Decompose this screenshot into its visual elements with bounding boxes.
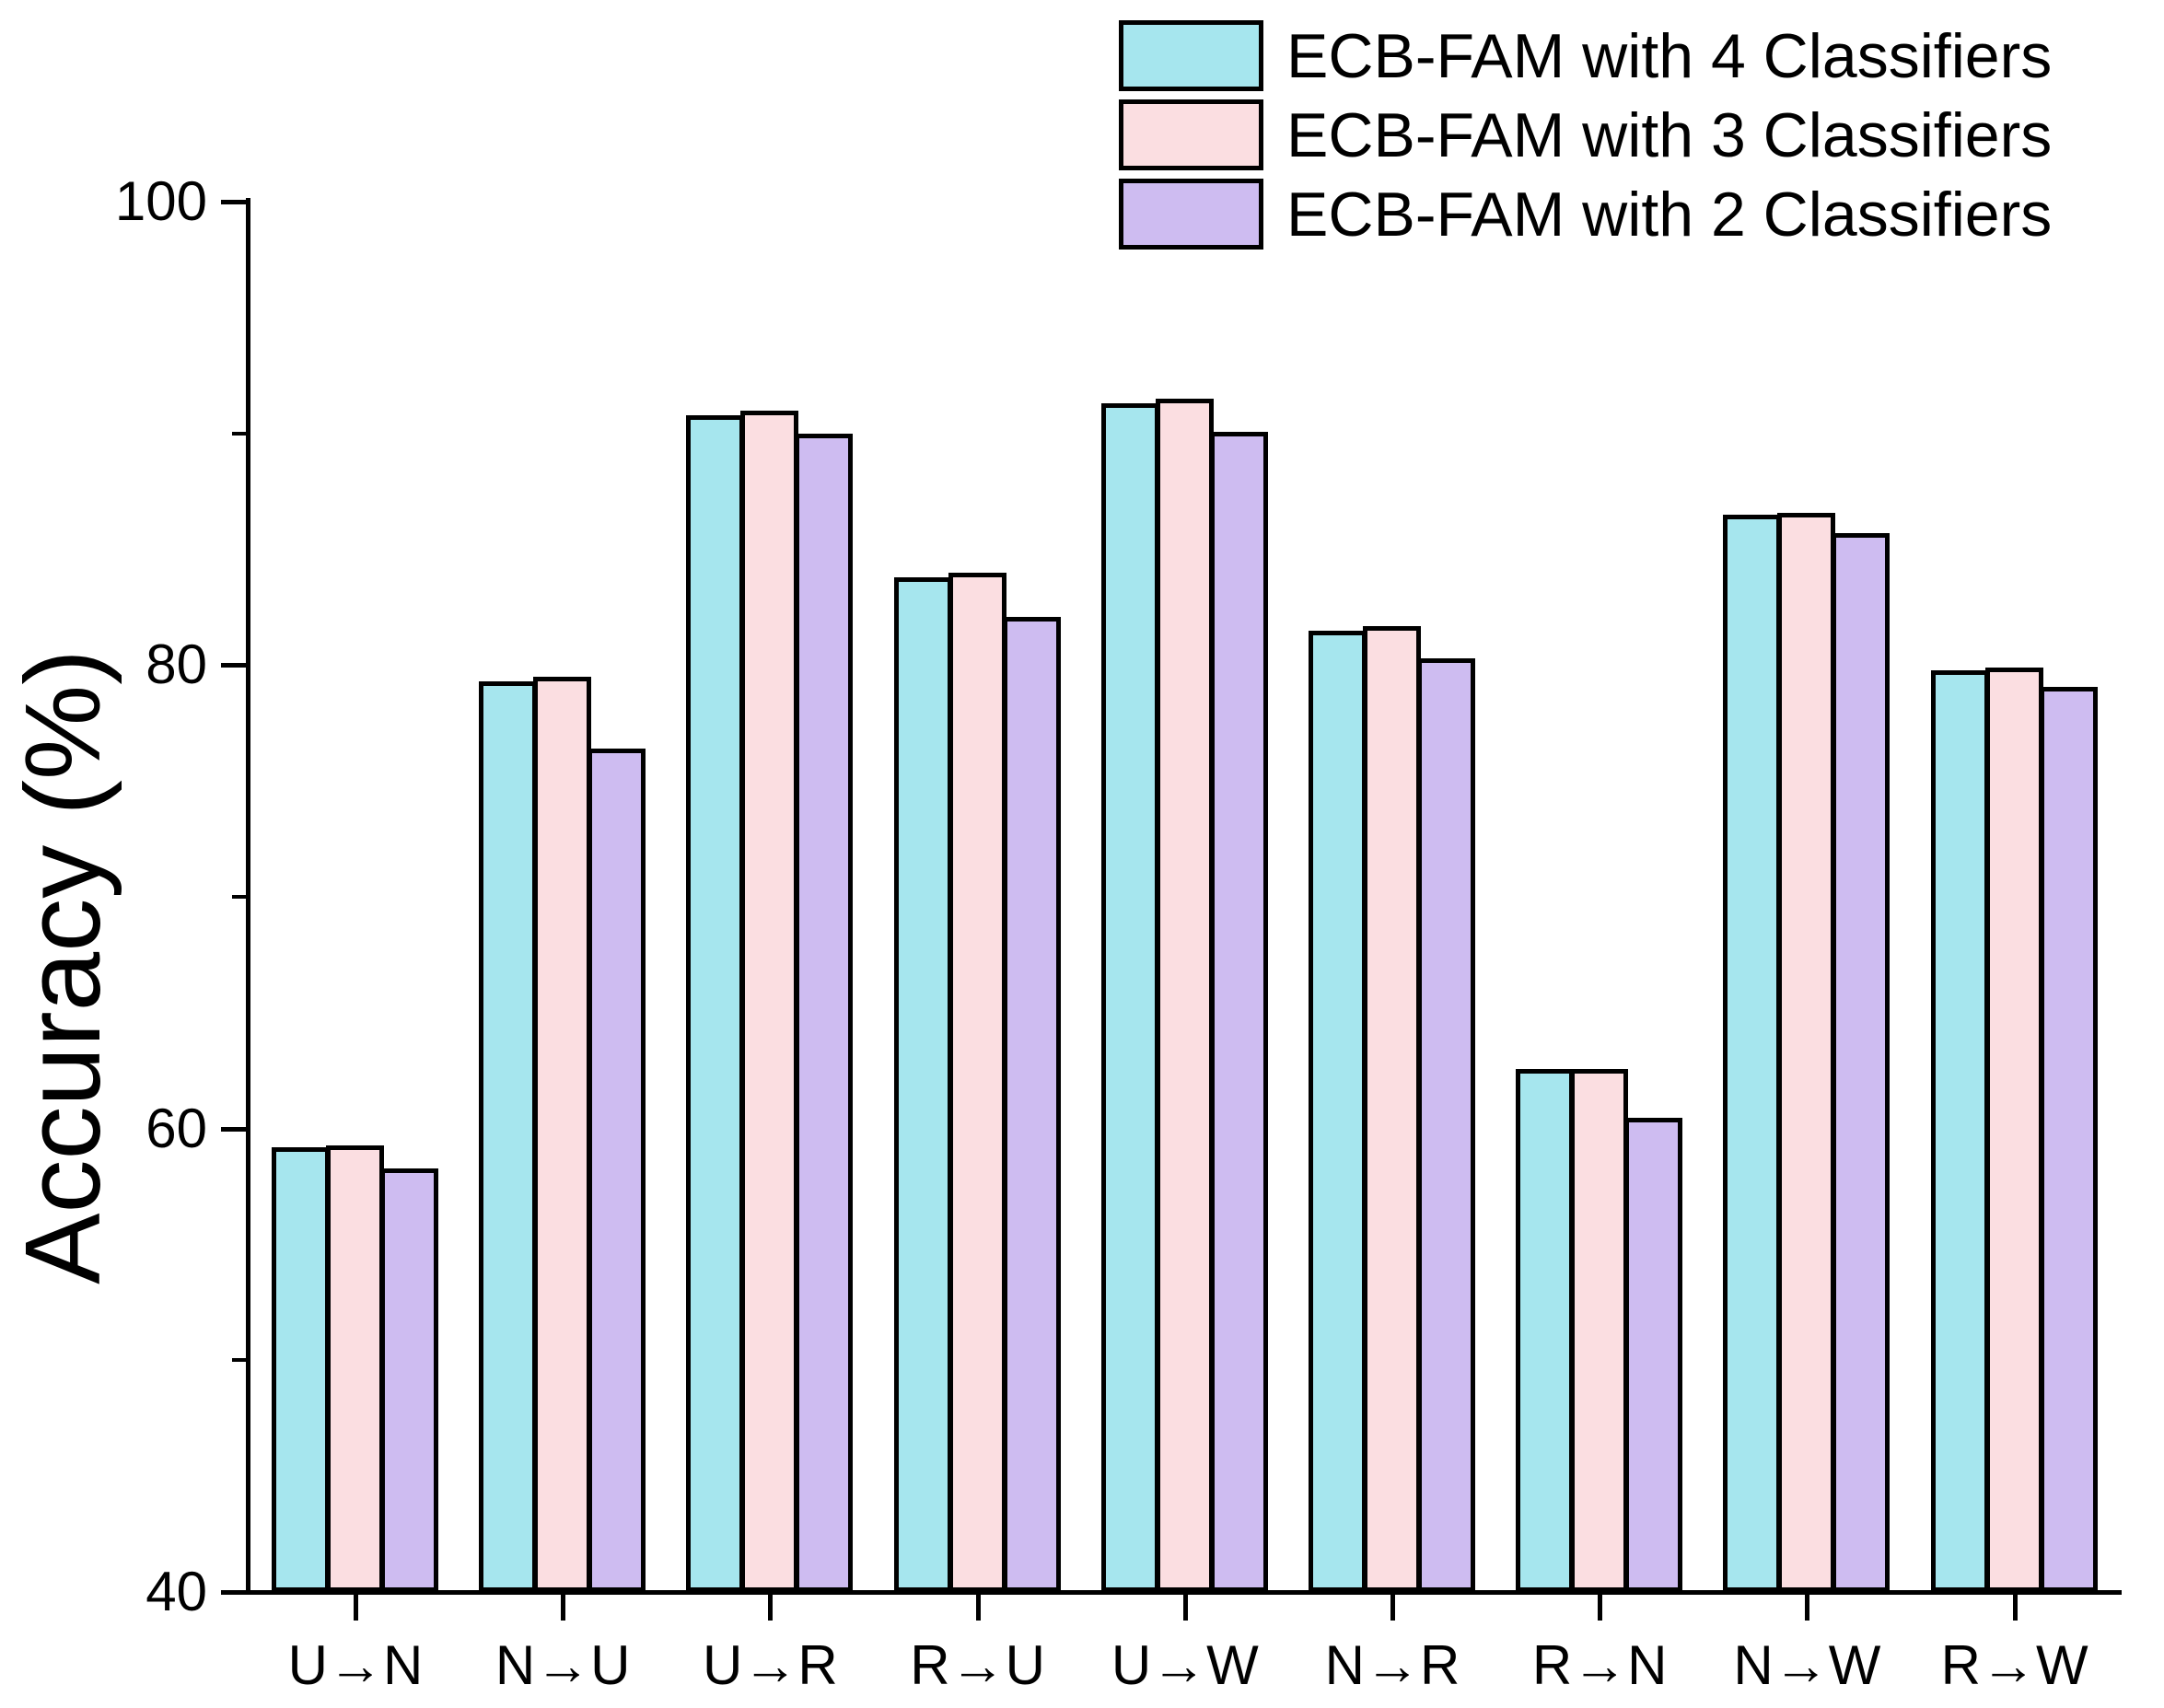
bar: [1984, 668, 2043, 1592]
bar: [1516, 1068, 1575, 1592]
x-tick: [975, 1595, 981, 1621]
bar: [893, 577, 952, 1592]
y-minor-tick: [232, 895, 246, 899]
x-category-label: N→R: [1324, 1634, 1460, 1696]
x-category-label: R→N: [1531, 1634, 1668, 1696]
x-tick: [1598, 1595, 1603, 1621]
y-minor-tick: [232, 431, 246, 436]
bar: [1100, 403, 1159, 1592]
bar: [1930, 669, 1989, 1592]
x-category-label: R→W: [1940, 1634, 2088, 1696]
x-tick: [1390, 1595, 1395, 1621]
x-tick: [768, 1595, 774, 1621]
y-axis-spine: [246, 198, 250, 1595]
x-category-label: U→N: [287, 1634, 424, 1696]
x-tick: [2012, 1595, 2018, 1621]
bar: [1002, 617, 1061, 1592]
legend-label: ECB-FAM with 4 Classifiers: [1286, 21, 2053, 91]
bar: [1570, 1068, 1629, 1592]
y-tick-label: 80: [145, 633, 207, 696]
bar: [686, 415, 745, 1592]
bar: [479, 681, 538, 1592]
bar: [1417, 658, 1475, 1592]
bar: [588, 749, 646, 1592]
bar: [1155, 399, 1214, 1592]
bar: [1832, 533, 1891, 1592]
bar: [740, 411, 799, 1592]
y-tick-label: 60: [145, 1097, 207, 1159]
bar: [1209, 431, 1268, 1592]
y-minor-tick: [232, 1358, 246, 1363]
bar: [795, 434, 854, 1592]
x-category-label: U→W: [1111, 1634, 1259, 1696]
legend-label: ECB-FAM with 3 Classifiers: [1286, 100, 2053, 170]
y-major-tick: [221, 1590, 246, 1595]
x-category-label: U→R: [703, 1634, 838, 1696]
y-major-tick: [221, 1126, 246, 1132]
y-major-tick: [221, 200, 246, 204]
bar: [272, 1147, 330, 1592]
x-tick: [561, 1595, 566, 1621]
legend-swatch: [1119, 179, 1263, 250]
legend-swatch: [1119, 20, 1263, 91]
bar: [1624, 1117, 1683, 1592]
bar: [948, 573, 1006, 1592]
bar: [380, 1168, 438, 1592]
legend-swatch: [1119, 99, 1263, 170]
x-tick: [1182, 1595, 1188, 1621]
bar: [1723, 515, 1782, 1592]
bar: [2039, 686, 2098, 1592]
x-category-label: R→U: [910, 1634, 1045, 1696]
bar: [1363, 626, 1421, 1592]
x-tick: [1805, 1595, 1810, 1621]
y-tick-label: 100: [114, 170, 207, 232]
bar: [533, 677, 592, 1592]
bar: [1309, 631, 1367, 1592]
x-axis-spine: [246, 1590, 2122, 1595]
bar: [1777, 512, 1836, 1592]
legend-label: ECB-FAM with 2 Classifiers: [1286, 180, 2053, 250]
y-major-tick: [221, 663, 246, 668]
x-category-label: N→U: [494, 1634, 631, 1696]
x-tick: [354, 1595, 358, 1621]
bar: [326, 1144, 384, 1592]
y-tick-label: 40: [145, 1561, 207, 1622]
x-category-label: N→W: [1733, 1634, 1881, 1696]
